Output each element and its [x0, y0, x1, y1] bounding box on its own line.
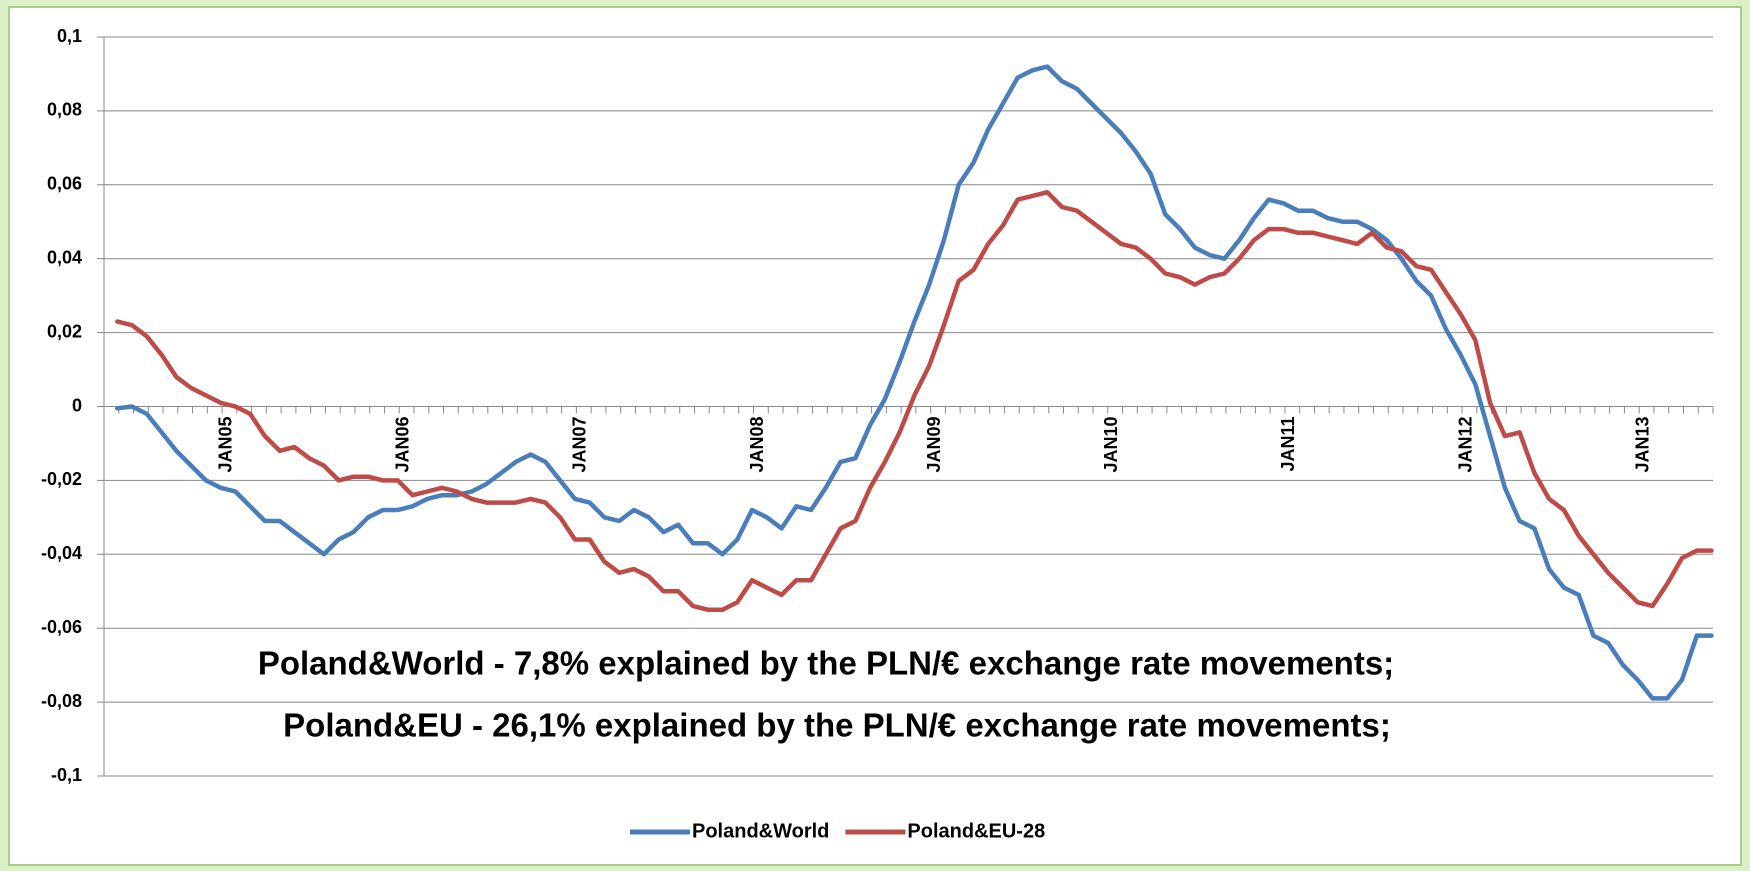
legend-label: Poland&EU-28 — [907, 820, 1045, 842]
x-tick-label: JAN05 — [215, 417, 235, 473]
x-tick-label: JAN13 — [1632, 417, 1652, 473]
annotation: Poland&World - 7,8% explained by the PLN… — [258, 645, 1394, 682]
y-tick-label: 0,06 — [47, 174, 82, 194]
x-tick-label: JAN08 — [747, 417, 767, 473]
x-tick-label: JAN12 — [1455, 417, 1475, 473]
x-tick-label: JAN09 — [924, 417, 944, 473]
y-tick-label: -0,1 — [51, 765, 82, 785]
y-tick-label: -0,06 — [41, 617, 82, 637]
annotation: Poland&EU - 26,1% explained by the PLN/€… — [283, 707, 1391, 744]
x-tick-label: JAN07 — [570, 417, 590, 473]
y-tick-label: 0 — [72, 395, 82, 415]
legend-label: Poland&World — [692, 820, 829, 842]
chart-area — [8, 6, 1742, 866]
y-tick-label: 0,02 — [47, 321, 82, 341]
y-tick-label: -0,04 — [41, 543, 82, 563]
y-tick-label: 0,08 — [47, 100, 82, 120]
y-tick-label: -0,02 — [41, 469, 82, 489]
x-tick-label: JAN10 — [1101, 417, 1121, 473]
y-tick-label: 0,04 — [47, 247, 82, 267]
y-tick-label: 0,1 — [57, 26, 82, 46]
series-line — [115, 64, 1714, 701]
x-tick-label: JAN11 — [1278, 417, 1298, 472]
series-line — [115, 189, 1714, 612]
y-tick-label: -0,08 — [41, 691, 82, 711]
x-tick-label: JAN06 — [393, 417, 413, 473]
